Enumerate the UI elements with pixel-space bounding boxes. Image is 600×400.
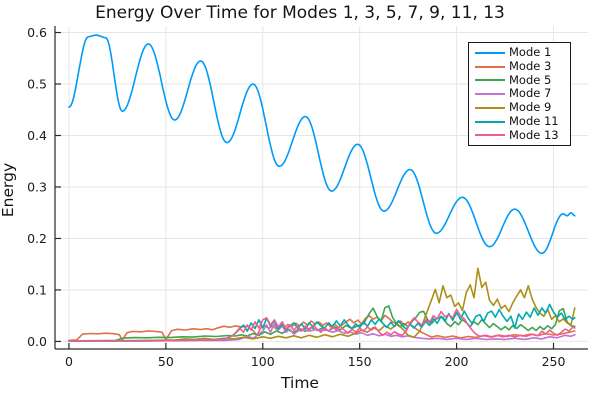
legend-item-mode-9: Mode 9 xyxy=(475,100,566,114)
legend-label: Mode 1 xyxy=(509,45,552,59)
legend-line-sample xyxy=(475,120,505,123)
legend-label: Mode 3 xyxy=(509,58,552,73)
y-tick-label: 0.4 xyxy=(27,128,47,143)
series-line-mode-9 xyxy=(68,267,576,342)
legend-label: Mode 11 xyxy=(509,113,559,128)
x-tick-label: 150 xyxy=(348,354,372,369)
legend-label: Mode 5 xyxy=(509,72,552,87)
legend-line-sample xyxy=(475,93,505,95)
x-tick-label: 0 xyxy=(65,354,73,369)
legend-item-mode-1: Mode 1 xyxy=(475,45,566,59)
legend-line-sample xyxy=(475,106,505,109)
legend-item-mode-11: Mode 11 xyxy=(475,113,566,128)
y-tick-label: 0.6 xyxy=(27,25,47,40)
y-tick-label: 0.2 xyxy=(27,231,47,246)
legend-label: Mode 7 xyxy=(509,86,552,101)
y-tick-label: 0.1 xyxy=(27,282,47,297)
chart-title: Energy Over Time for Modes 1, 3, 5, 7, 9… xyxy=(95,3,505,23)
series-line-mode-3 xyxy=(68,314,576,342)
legend-line-sample xyxy=(475,65,505,68)
y-tick-label: 0.5 xyxy=(27,77,47,92)
legend-item-mode-7: Mode 7 xyxy=(475,88,566,100)
legend-line-sample xyxy=(475,79,505,82)
y-tick-label: 0.3 xyxy=(27,179,47,194)
x-axis-label: Time xyxy=(281,374,319,392)
legend-item-mode-5: Mode 5 xyxy=(475,74,566,86)
series-line-mode-7 xyxy=(68,323,576,342)
series-line-mode-13 xyxy=(68,308,576,342)
x-tick-label: 200 xyxy=(445,354,469,369)
legend: Mode 1 Mode 3 Mode 5 Mode 7 Mode 9 Mode 11 Mod… xyxy=(468,42,571,146)
series-line-mode-1 xyxy=(68,34,576,255)
y-tick-label: 0.0 xyxy=(27,334,47,349)
legend-line-sample xyxy=(475,51,505,54)
x-tick-label: 100 xyxy=(251,354,275,369)
legend-label: Mode 9 xyxy=(509,100,552,114)
x-tick-label: 50 xyxy=(158,354,174,369)
x-tick-label: 250 xyxy=(542,354,566,369)
legend-item-mode-13: Mode 13 xyxy=(475,129,566,141)
axes xyxy=(54,26,588,350)
legend-item-mode-3: Mode 3 xyxy=(475,58,566,73)
legend-label: Mode 13 xyxy=(509,127,559,142)
legend-line-sample xyxy=(475,134,505,137)
